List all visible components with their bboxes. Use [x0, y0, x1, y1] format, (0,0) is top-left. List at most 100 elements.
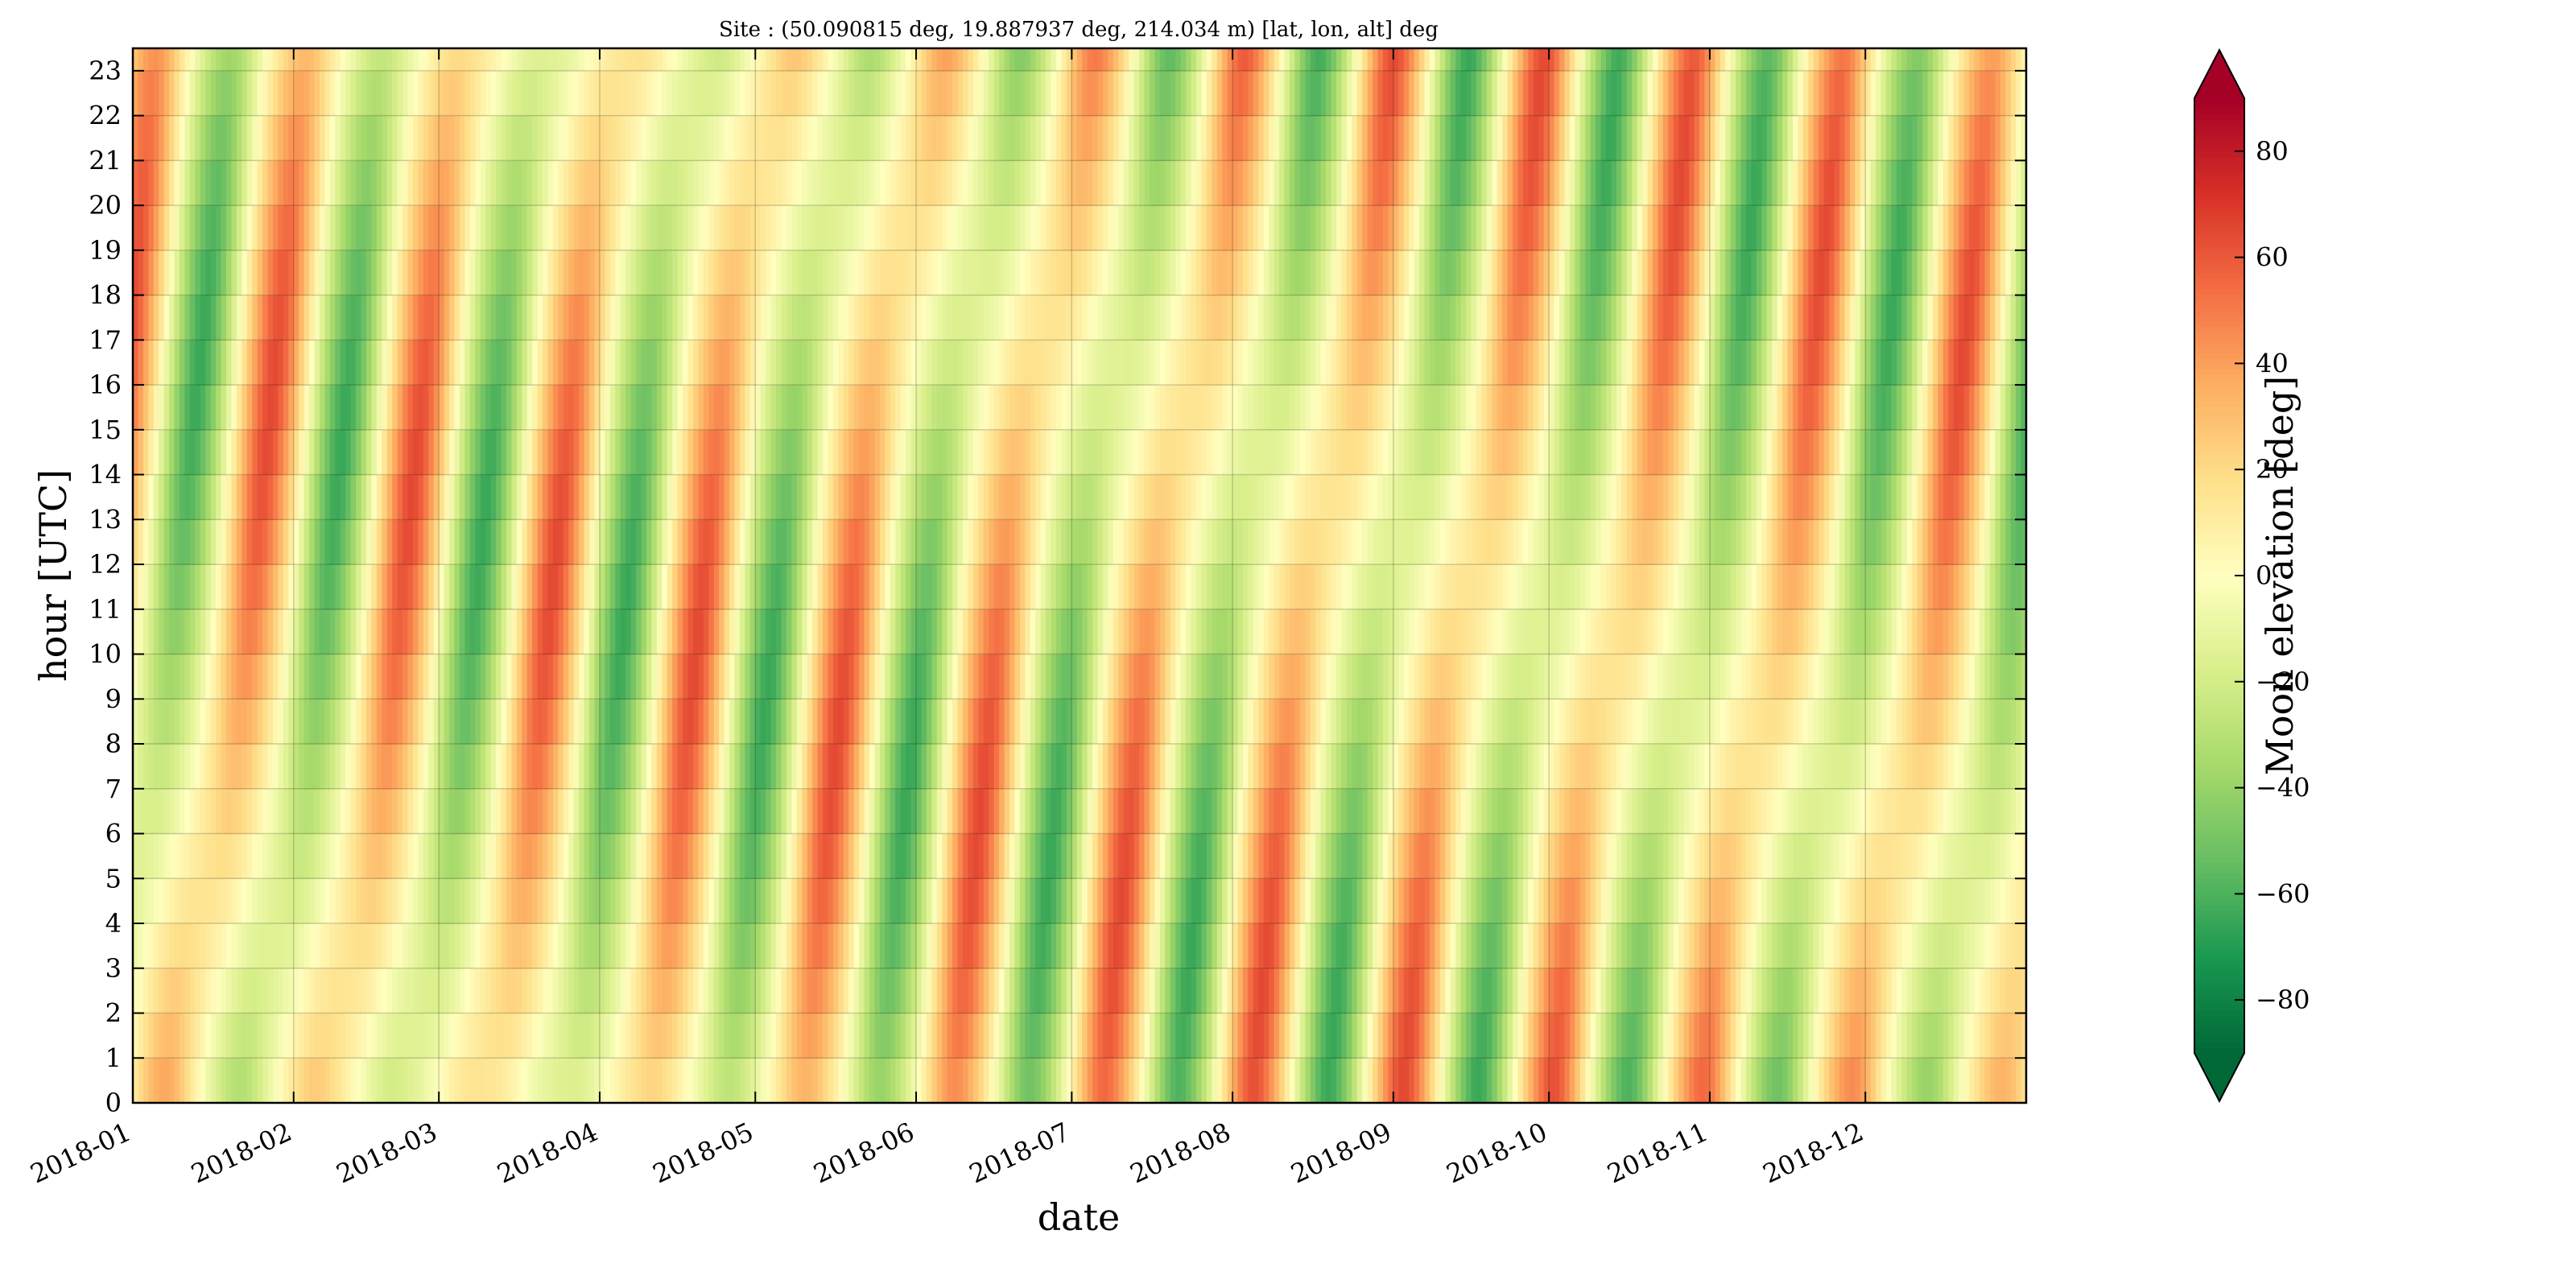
heatmap-cell: [906, 340, 912, 386]
heatmap-cell: [335, 48, 341, 72]
heatmap-cell: [179, 250, 186, 296]
heatmap-cell: [776, 1058, 782, 1104]
heatmap-cell: [983, 609, 989, 655]
heatmap-cell: [490, 744, 497, 790]
heatmap-cell: [916, 1013, 923, 1059]
heatmap-cell: [776, 788, 782, 835]
heatmap-cell: [169, 878, 175, 924]
heatmap-cell: [361, 923, 367, 969]
heatmap-cell: [1206, 878, 1212, 924]
heatmap-cell: [942, 654, 948, 700]
heatmap-cell: [931, 474, 938, 520]
heatmap-cell: [838, 474, 844, 520]
heatmap-cell: [1056, 205, 1063, 251]
heatmap-cell: [174, 878, 180, 924]
heatmap-cell: [864, 1058, 870, 1104]
heatmap-cell: [1082, 923, 1088, 969]
heatmap-cell: [713, 429, 720, 476]
heatmap-cell: [1180, 160, 1187, 206]
heatmap-cell: [838, 340, 844, 386]
heatmap-cell: [195, 744, 201, 790]
heatmap-cell: [584, 474, 590, 520]
heatmap-cell: [516, 519, 522, 565]
heatmap-cell: [1149, 474, 1156, 520]
heatmap-cell: [900, 70, 906, 117]
heatmap-cell: [724, 788, 730, 835]
heatmap-cell: [796, 115, 803, 161]
heatmap-cell: [1066, 968, 1072, 1014]
heatmap-cell: [490, 564, 497, 610]
heatmap-cell: [662, 878, 668, 924]
heatmap-cell: [947, 1013, 953, 1059]
heatmap-cell: [449, 160, 456, 206]
heatmap-cell: [1066, 205, 1072, 251]
heatmap-cell: [921, 923, 927, 969]
heatmap-cell: [739, 474, 745, 520]
heatmap-cell: [843, 564, 849, 610]
heatmap-cell: [630, 564, 637, 610]
heatmap-cell: [817, 1013, 824, 1059]
heatmap-cell: [989, 160, 995, 206]
heatmap-cell: [989, 1058, 995, 1104]
heatmap-cell: [216, 878, 222, 924]
heatmap-cell: [667, 699, 673, 745]
heatmap-cell: [433, 833, 440, 879]
heatmap-cell: [921, 744, 927, 790]
heatmap-cell: [823, 474, 829, 520]
heatmap-cell: [257, 788, 263, 835]
heatmap-cell: [350, 429, 357, 476]
heatmap-cell: [1087, 474, 1093, 520]
heatmap-cell: [299, 788, 305, 835]
heatmap-cell: [169, 833, 175, 879]
heatmap-cell: [142, 564, 149, 610]
heatmap-cell: [138, 609, 144, 655]
heatmap-cell: [319, 429, 326, 476]
heatmap-cell: [589, 385, 596, 431]
heatmap-cell: [749, 564, 756, 610]
heatmap-cell: [885, 519, 891, 565]
heatmap-cell: [558, 654, 564, 700]
heatmap-cell: [345, 160, 352, 206]
heatmap-cell: [278, 250, 284, 296]
heatmap-cell: [667, 70, 673, 117]
heatmap-cell: [770, 250, 777, 296]
heatmap-cell: [890, 385, 896, 431]
heatmap-cell: [625, 878, 632, 924]
heatmap-cell: [288, 385, 295, 431]
heatmap-cell: [324, 340, 331, 386]
heatmap-cell: [459, 160, 465, 206]
heatmap-cell: [257, 429, 263, 476]
heatmap-cell: [972, 385, 979, 431]
heatmap-cell: [262, 609, 269, 655]
heatmap-cell: [698, 385, 704, 431]
heatmap-cell: [823, 519, 829, 565]
heatmap-cell: [708, 654, 715, 700]
heatmap-cell: [776, 160, 782, 206]
heatmap-cell: [579, 160, 585, 206]
heatmap-cell: [501, 115, 507, 161]
heatmap-cell: [952, 1058, 959, 1104]
heatmap-cell: [719, 878, 725, 924]
heatmap-cell: [252, 1013, 258, 1059]
heatmap-cell: [1051, 744, 1057, 790]
heatmap-cell: [418, 1013, 424, 1059]
heatmap-cell: [698, 48, 704, 72]
heatmap-cell: [1165, 519, 1171, 565]
heatmap-cell: [734, 115, 741, 161]
heatmap-cell: [1071, 699, 1078, 745]
heatmap-cell: [236, 340, 242, 386]
heatmap-cell: [781, 654, 787, 700]
heatmap-cell: [781, 744, 787, 790]
heatmap-cell: [823, 1058, 829, 1104]
heatmap-cell: [153, 699, 159, 745]
heatmap-cell: [1019, 205, 1026, 251]
heatmap-cell: [262, 160, 269, 206]
heatmap-cell: [687, 654, 694, 700]
heatmap-cell: [864, 160, 870, 206]
heatmap-cell: [625, 654, 632, 700]
heatmap-cell: [340, 250, 346, 296]
heatmap-cell: [760, 654, 766, 700]
heatmap-cell: [594, 1013, 601, 1059]
heatmap-cell: [1123, 968, 1129, 1014]
heatmap-cell: [444, 654, 450, 700]
